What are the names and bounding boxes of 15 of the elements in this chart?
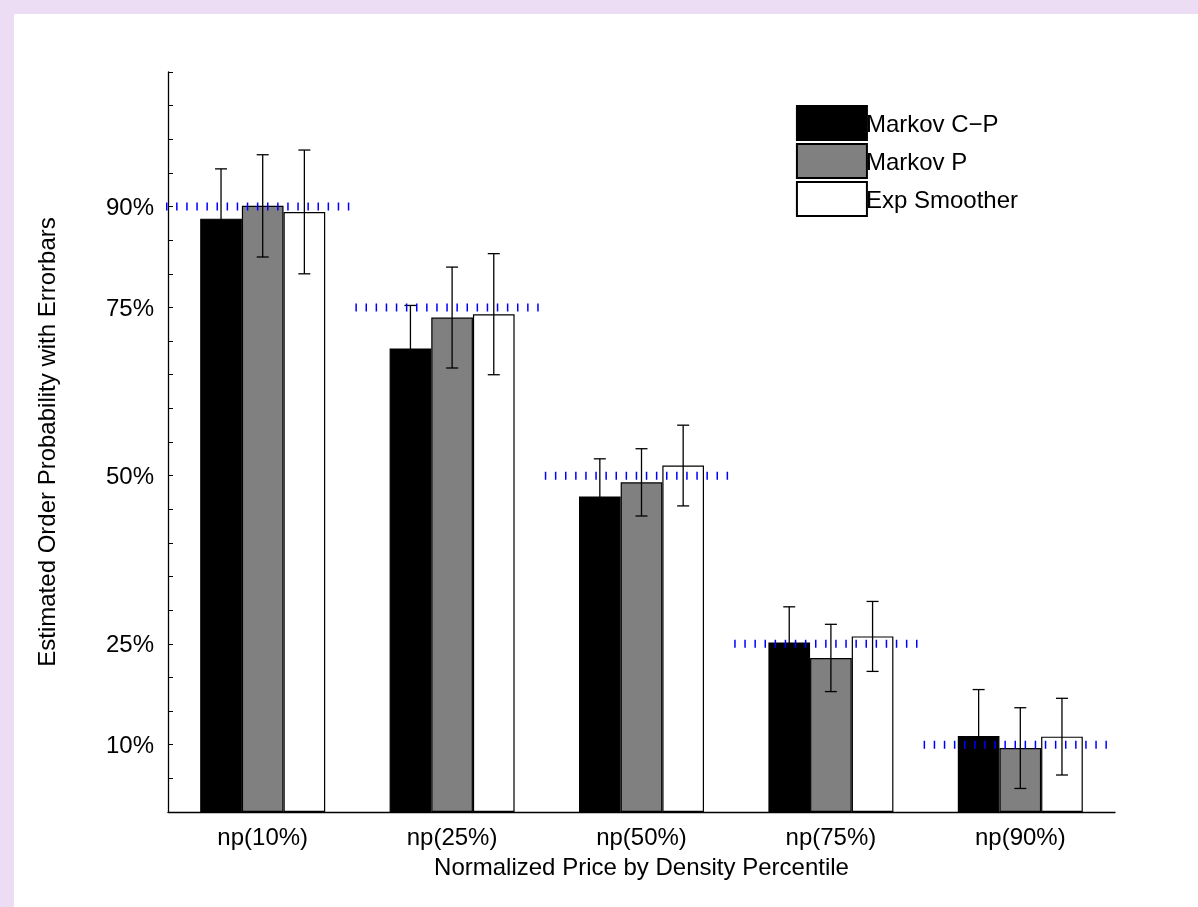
x-tick-label: np(75%) bbox=[785, 822, 877, 850]
x-tick-label: np(25%) bbox=[406, 822, 498, 850]
y-axis-title: Estimated Order Probability with Errorbars bbox=[32, 217, 60, 667]
y-tick-label: 25% bbox=[105, 630, 154, 658]
x-tick-label: np(10%) bbox=[217, 822, 309, 850]
y-tick-label: 90% bbox=[105, 193, 154, 221]
y-tick-label: 50% bbox=[105, 462, 154, 490]
x-tick-label: np(90%) bbox=[974, 822, 1066, 850]
legend-label: Markov C−P bbox=[865, 109, 999, 137]
x-axis-title: Normalized Price by Density Percentile bbox=[434, 852, 849, 880]
y-tick-label: 10% bbox=[105, 731, 154, 759]
x-tick-label: np(50%) bbox=[596, 822, 687, 850]
legend-label: Markov P bbox=[865, 147, 968, 175]
y-tick-label: 75% bbox=[105, 293, 154, 321]
legend-label: Exp Smoother bbox=[865, 185, 1019, 213]
